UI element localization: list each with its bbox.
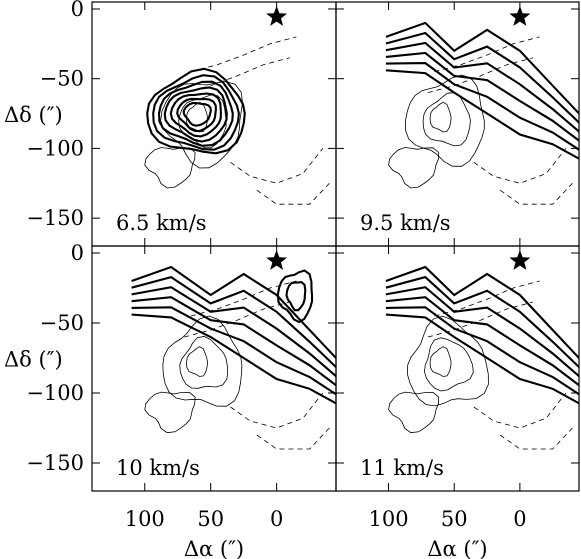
thin-contour xyxy=(144,391,196,434)
thin-contour xyxy=(406,315,489,407)
thick-contour xyxy=(385,296,579,387)
thin-contour xyxy=(388,147,440,189)
thin-contour xyxy=(186,346,209,377)
thick-contour xyxy=(131,265,336,360)
thin-contour xyxy=(388,391,440,434)
thick-contour xyxy=(385,265,579,360)
panel-bottom-left: 10 km/s xyxy=(91,245,337,492)
thick-contour xyxy=(385,275,579,369)
dashed-contour xyxy=(427,301,534,338)
thick-contour xyxy=(146,67,246,155)
star-marker-icon xyxy=(266,250,288,270)
dashed-contour xyxy=(473,148,567,184)
thick-contour xyxy=(385,31,579,125)
thick-contour xyxy=(385,286,579,378)
thick-contour xyxy=(131,286,336,378)
thin-contour xyxy=(160,81,243,169)
thick-contour xyxy=(385,306,579,396)
thick-contour xyxy=(163,86,228,143)
star-marker-icon xyxy=(509,6,531,26)
y-axis-title: Δδ (″) xyxy=(4,347,63,371)
thick-contour xyxy=(176,97,217,133)
thick-contour xyxy=(131,275,336,369)
thick-contour xyxy=(157,80,234,147)
y-axis-title: Δδ (″) xyxy=(4,103,63,127)
y-tick-label: −100 xyxy=(26,381,84,405)
panel-top-left: 6.5 km/s xyxy=(91,1,337,247)
panel-bottom-right: 11 km/s xyxy=(335,245,580,492)
panel-label: 10 km/s xyxy=(116,456,200,480)
dashed-contour xyxy=(230,392,324,429)
thin-contour xyxy=(162,315,243,407)
star-marker-icon xyxy=(266,6,288,26)
y-tick-label: −150 xyxy=(26,206,84,230)
x-tick-label: 100 xyxy=(368,507,408,531)
x-axis-title: Δα (″) xyxy=(184,537,244,559)
dashed-contour xyxy=(190,36,297,73)
panel-frame xyxy=(335,245,580,492)
x-tick-label: 0 xyxy=(270,507,283,531)
thin-contour xyxy=(144,147,196,189)
panel-label: 9.5 km/s xyxy=(360,211,451,235)
x-tick-label: 50 xyxy=(197,507,224,531)
panel-label: 11 km/s xyxy=(360,456,444,480)
y-tick-label: −100 xyxy=(26,136,84,160)
panel-top-right: 9.5 km/s xyxy=(335,1,580,247)
y-tick-label: 0 xyxy=(71,241,84,265)
thick-contour xyxy=(131,306,336,396)
x-tick-label: 50 xyxy=(441,507,468,531)
y-tick-label: −150 xyxy=(26,451,84,475)
thick-contour xyxy=(276,269,314,324)
y-tick-label: 0 xyxy=(71,0,84,21)
thick-contour xyxy=(385,69,579,160)
thick-contour xyxy=(385,21,579,116)
dashed-contour xyxy=(256,427,330,450)
thick-contour xyxy=(385,51,579,142)
thick-contour xyxy=(131,296,336,387)
thick-contour xyxy=(385,313,579,405)
dashed-contour xyxy=(230,148,324,184)
panel-frame xyxy=(91,1,337,247)
thick-contour xyxy=(285,280,307,312)
panel-label: 6.5 km/s xyxy=(116,211,207,235)
dashed-contour xyxy=(499,183,573,205)
thick-contour xyxy=(152,74,240,151)
thick-contour xyxy=(131,313,336,405)
thick-contour xyxy=(182,101,212,127)
dashed-contour xyxy=(427,57,534,93)
thick-contour xyxy=(385,41,579,133)
x-tick-label: 0 xyxy=(513,507,526,531)
dashed-contour xyxy=(473,392,567,429)
thin-contour xyxy=(429,346,452,377)
x-axis-title: Δα (″) xyxy=(427,537,487,559)
x-tick-label: 100 xyxy=(125,507,165,531)
thin-contour xyxy=(186,101,209,133)
thin-contour xyxy=(179,335,229,389)
thin-contour xyxy=(423,337,474,392)
panel-frame xyxy=(335,1,580,247)
y-tick-label: −50 xyxy=(40,311,84,335)
dashed-contour xyxy=(256,183,330,205)
thin-contour xyxy=(404,74,485,167)
thin-contour xyxy=(422,92,471,147)
thick-contour xyxy=(385,62,579,151)
thin-contour xyxy=(429,101,452,133)
dashed-contour xyxy=(499,427,573,450)
y-tick-label: −50 xyxy=(40,67,84,91)
thick-contour xyxy=(169,92,222,138)
star-marker-icon xyxy=(509,250,531,270)
